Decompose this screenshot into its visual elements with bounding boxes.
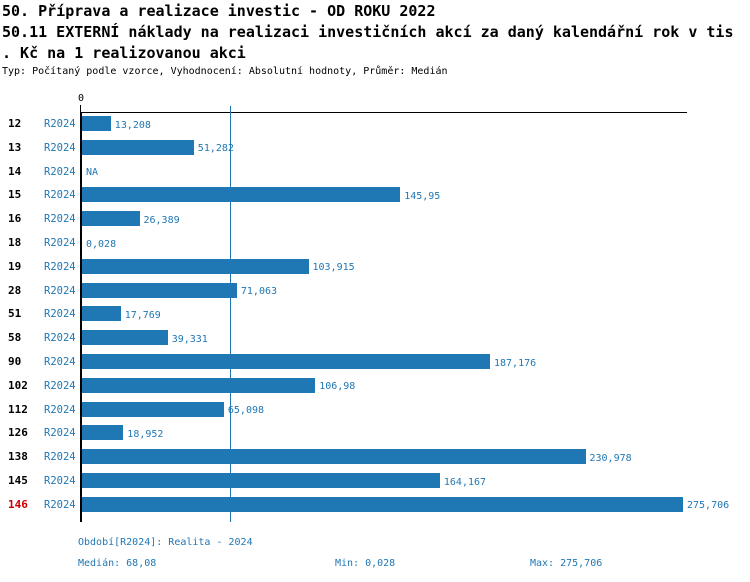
value-bar [82, 496, 683, 512]
row-period-label: R2024 [44, 189, 76, 202]
value-bar [82, 473, 440, 488]
row-id: 19 [8, 259, 22, 273]
value-label: 0,028 [86, 238, 117, 250]
value-bar [82, 401, 224, 417]
value-label: 230,978 [589, 452, 632, 464]
footer-max-stat: Max: 275,706 [530, 558, 603, 569]
row-period-label: R2024 [44, 118, 76, 130]
value-label: 39,331 [171, 333, 208, 345]
footer-median-stat: Medián: 68,08 [78, 558, 157, 569]
value-bar [82, 139, 194, 155]
chart-row: 58 R2024 39,331 [0, 327, 750, 351]
chart-row: 18 R2024 0,028 [0, 232, 750, 256]
footer-min-stat: Min: 0,028 [335, 558, 396, 569]
row-id: 28 [8, 283, 22, 297]
row-period-label: R2024 [44, 356, 76, 368]
x-axis-zero-tick-label: 0 [77, 93, 85, 104]
x-axis-tick [80, 105, 81, 112]
row-id: 12 [8, 117, 22, 130]
row-id: 15 [8, 188, 22, 202]
row-period-label: R2024 [44, 379, 76, 392]
value-bar [82, 258, 309, 274]
value-label: 18,952 [127, 428, 164, 440]
chart-row: 126 R2024 18,952 [0, 422, 750, 446]
y-axis-line [80, 112, 82, 522]
chart-row: 15 R2024 145,95 [0, 184, 750, 208]
chart-row: 14 R2024 NA [0, 161, 750, 185]
row-period-label: R2024 [44, 427, 76, 440]
value-label: NA [86, 167, 99, 179]
chart-row: 16 R2024 26,389 [0, 208, 750, 232]
row-period-label: R2024 [44, 403, 76, 416]
row-period-label: R2024 [44, 141, 76, 154]
value-bar [82, 330, 168, 346]
median-line [230, 106, 232, 522]
row-period-label: R2024 [44, 475, 76, 487]
value-label: 65,098 [227, 405, 265, 417]
value-label: 164,167 [443, 476, 487, 488]
row-period-label: R2024 [44, 451, 76, 464]
value-label: 103,915 [312, 262, 355, 274]
footer-period-label: Období[R2024]: Realita - 2024 [78, 537, 253, 548]
chart-row: 19 R2024 103,915 [0, 256, 750, 280]
row-period-label: R2024 [44, 165, 76, 178]
row-id: 102 [8, 378, 28, 392]
chart-row: 12 R2024 13,208 [0, 113, 750, 137]
report-title-line3: . Kč na 1 realizovanou akci [2, 44, 246, 62]
value-bar [82, 116, 111, 131]
value-label: 13,208 [114, 119, 151, 131]
value-bar [82, 425, 124, 441]
row-id: 112 [8, 402, 28, 416]
value-bar [82, 211, 140, 227]
row-id: 18 [8, 236, 22, 249]
row-id: 16 [8, 212, 22, 226]
row-id: 14 [8, 164, 22, 178]
value-label: 71,063 [240, 286, 278, 298]
chart-row: 102 R2024 106,98 [0, 375, 750, 399]
chart-row: 28 R2024 71,063 [0, 280, 750, 304]
value-label: 145,95 [404, 190, 441, 202]
chart-row: 90 R2024 187,176 [0, 351, 750, 375]
value-bar [82, 354, 490, 369]
row-id: 58 [8, 331, 22, 345]
x-axis-line [81, 112, 687, 113]
row-period-label: R2024 [44, 498, 76, 511]
chart-row: 51 R2024 17,769 [0, 303, 750, 327]
row-period-label: R2024 [44, 213, 76, 226]
row-period-label: R2024 [44, 332, 76, 345]
chart-row: 112 R2024 65,098 [0, 399, 750, 423]
value-label: 26,389 [143, 214, 180, 226]
row-id: 146 [8, 497, 28, 511]
value-bar [82, 377, 316, 393]
chart-row: 145 R2024 164,167 [0, 470, 750, 494]
row-period-label: R2024 [44, 308, 76, 321]
value-label: 187,176 [494, 357, 537, 369]
row-id: 13 [8, 140, 22, 154]
row-id: 90 [8, 355, 22, 368]
value-bar [82, 282, 237, 298]
report-title-line1: 50. Příprava a realizace investic - OD R… [2, 2, 436, 20]
row-period-label: R2024 [44, 260, 76, 273]
chart-row: 138 R2024 230,978 [0, 446, 750, 470]
row-id: 51 [8, 307, 22, 321]
chart-row: 13 R2024 51,282 [0, 137, 750, 161]
value-label: 275,706 [687, 500, 730, 512]
row-period-label: R2024 [44, 237, 76, 249]
report-title-line2: 50.11 EXTERNÍ náklady na realizaci inves… [2, 23, 734, 41]
chart-rows: 12 R2024 13,208 13 R2024 51,282 14 R2024 NA 15 R20… [0, 113, 750, 518]
row-id: 145 [8, 474, 28, 487]
chart-row: 146 R2024 275,706 [0, 494, 750, 518]
value-label: 106,98 [319, 381, 356, 393]
value-bar [82, 449, 586, 465]
value-label: 51,282 [197, 143, 234, 155]
row-id: 126 [8, 426, 28, 440]
row-id: 138 [8, 450, 28, 464]
row-period-label: R2024 [44, 284, 76, 297]
value-bar [82, 187, 401, 203]
report-subtitle: Typ: Počítaný podle vzorce, Vyhodnocení:… [2, 66, 448, 77]
value-bar [82, 306, 121, 322]
value-label: 17,769 [124, 309, 161, 321]
